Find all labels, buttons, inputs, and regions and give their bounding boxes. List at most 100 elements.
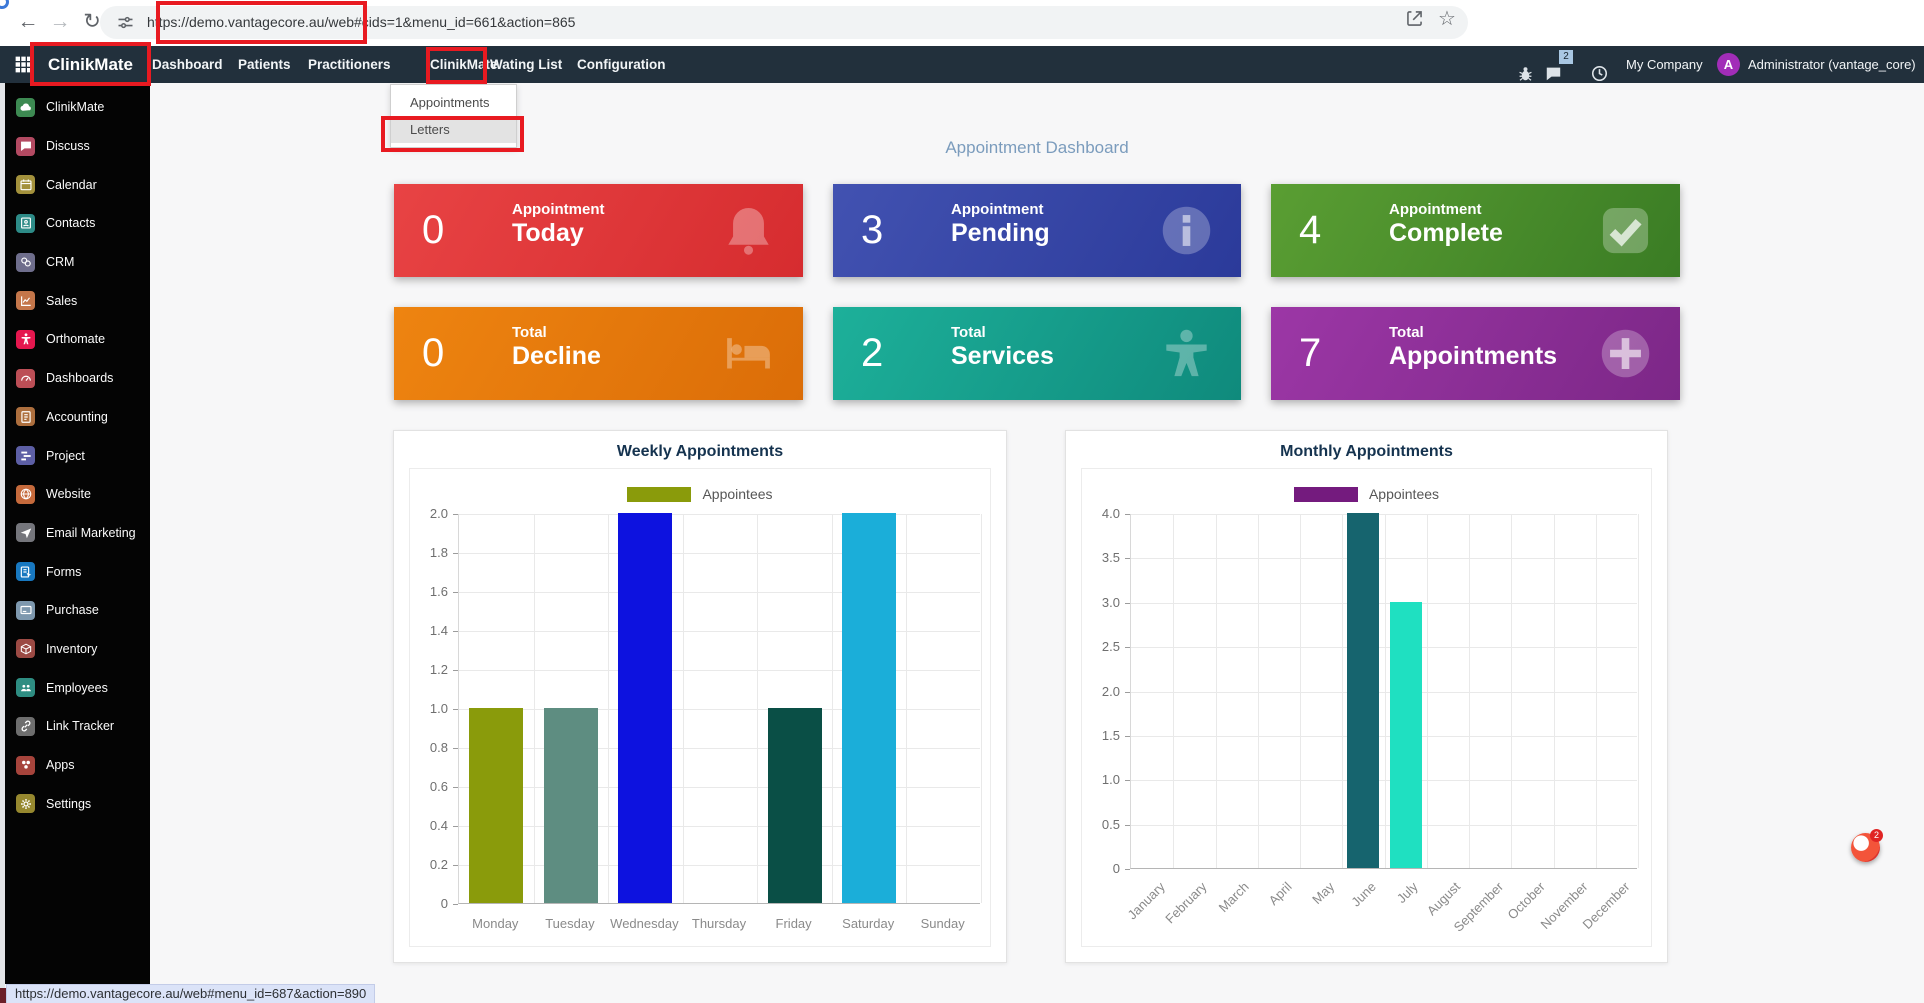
sidebar-item-label: Orthomate xyxy=(46,332,106,347)
apps-grid-icon[interactable] xyxy=(13,54,34,75)
sidebar-item-label: Project xyxy=(46,448,85,463)
sidebar-item-link-tracker[interactable]: Link Tracker xyxy=(5,707,150,746)
chat-bubble-icon xyxy=(16,136,35,156)
y-axis-tick-label: 0.4 xyxy=(429,818,448,833)
stat-card-complete[interactable]: 4 Appointment Complete xyxy=(1271,184,1680,277)
dropdown-item-appointments[interactable]: Appointments xyxy=(410,95,490,110)
address-book-icon xyxy=(16,213,35,233)
stat-card-pending[interactable]: 3 Appointment Pending xyxy=(833,184,1241,277)
y-axis-tick-label: 1.2 xyxy=(429,662,448,677)
sidebar-item-contacts[interactable]: Contacts xyxy=(5,204,150,243)
debug-bug-icon[interactable] xyxy=(1516,55,1535,92)
sidebar-item-project[interactable]: Project xyxy=(5,436,150,475)
sidebar-item-label: Link Tracker xyxy=(46,719,115,734)
stat-card-today[interactable]: 0 Appointment Today xyxy=(394,184,803,277)
sidebar-item-accounting[interactable]: Accounting xyxy=(5,398,150,437)
grid-line xyxy=(906,514,907,903)
sidebar-item-sales[interactable]: Sales xyxy=(5,281,150,320)
stat-value: 0 xyxy=(422,208,445,252)
calendar-icon xyxy=(16,175,35,195)
sidebar-item-orthomate[interactable]: Orthomate xyxy=(5,320,150,359)
brand-title[interactable]: ClinikMate xyxy=(48,55,134,74)
grid-line xyxy=(1216,514,1217,868)
stat-label-small: Total xyxy=(512,324,547,341)
y-axis-tick-label: 0.5 xyxy=(1101,816,1120,832)
stat-card-services[interactable]: 2 Total Services xyxy=(833,307,1241,400)
nav-item-clinikmate[interactable]: ClinikMate xyxy=(430,57,498,72)
url-text[interactable]: https://demo.vantagecore.au/web#cids=1&m… xyxy=(147,14,576,30)
nav-item-practitioners[interactable]: Practitioners xyxy=(308,57,391,72)
grid-line xyxy=(459,826,980,827)
sidebar-item-forms[interactable]: Forms xyxy=(5,552,150,591)
browser-reload-button[interactable]: ↻ xyxy=(83,10,101,33)
stat-label-small: Appointment xyxy=(512,201,605,218)
chat-bubble-icon xyxy=(20,141,31,151)
bookmark-star-icon[interactable]: ☆ xyxy=(1438,8,1456,30)
grid-line xyxy=(1385,514,1386,868)
stat-label-big: Decline xyxy=(512,342,601,370)
site-settings-icon[interactable] xyxy=(115,12,136,33)
nav-item-wating-list[interactable]: Wating List xyxy=(490,57,563,72)
nav-item-patients[interactable]: Patients xyxy=(238,57,291,72)
sidebar-item-label: Forms xyxy=(46,564,82,579)
dropdown-item-letters[interactable]: Letters xyxy=(391,116,516,143)
grid-line xyxy=(459,787,980,788)
sidebar-item-discuss[interactable]: Discuss xyxy=(5,127,150,166)
y-axis-tick-label: 1.5 xyxy=(1101,727,1120,743)
sidebar-item-apps[interactable]: Apps xyxy=(5,746,150,785)
sidebar-item-dashboards[interactable]: Dashboards xyxy=(5,359,150,398)
y-axis-tick-label: 1.8 xyxy=(429,545,448,560)
grid-line xyxy=(1131,602,1637,604)
stat-label-small: Total xyxy=(1389,324,1424,341)
grid-line xyxy=(981,514,982,903)
legend-label: Appointees xyxy=(702,486,773,502)
stat-card-decline[interactable]: 0 Total Decline xyxy=(394,307,803,400)
url-bar[interactable]: https://demo.vantagecore.au/web#cids=1&m… xyxy=(100,6,1468,39)
y-axis-tick-label: 1.4 xyxy=(429,623,448,638)
bell-icon xyxy=(728,207,769,255)
company-menu[interactable]: My Company xyxy=(1626,57,1703,72)
user-menu[interactable]: Administrator (vantage_core) xyxy=(1748,57,1916,72)
apps-sidebar: ClinikMate Discuss Calendar Contacts CRM Sale… xyxy=(5,83,150,984)
sidebar-item-label: Settings xyxy=(46,796,92,811)
grid-line xyxy=(459,514,980,515)
sidebar-item-clinikmate[interactable]: ClinikMate xyxy=(5,88,150,127)
browser-forward-button[interactable]: → xyxy=(49,10,71,33)
x-axis-label: Tuesday xyxy=(545,916,595,931)
grid-line xyxy=(1554,514,1555,868)
grid-line xyxy=(1131,691,1637,693)
support-chat-widget[interactable]: 2 xyxy=(1851,829,1883,862)
y-axis-tick-label: 2.0 xyxy=(429,506,448,521)
sidebar-item-calendar[interactable]: Calendar xyxy=(5,165,150,204)
nav-item-dashboard[interactable]: Dashboard xyxy=(152,57,223,72)
stat-card-appointments[interactable]: 7 Total Appointments xyxy=(1271,307,1680,400)
sidebar-item-inventory[interactable]: Inventory xyxy=(5,630,150,669)
grid-line xyxy=(459,865,980,866)
sidebar-item-label: Purchase xyxy=(46,603,99,618)
sidebar-item-website[interactable]: Website xyxy=(5,475,150,514)
sidebar-item-purchase[interactable]: Purchase xyxy=(5,591,150,630)
x-axis-label: June xyxy=(1348,879,1379,910)
y-axis-tick-label: 0.2 xyxy=(429,857,448,872)
sidebar-item-crm[interactable]: CRM xyxy=(5,243,150,282)
user-avatar[interactable]: A xyxy=(1717,53,1740,76)
grid-line xyxy=(459,553,980,554)
activities-clock-icon[interactable] xyxy=(1590,55,1609,92)
person-icon xyxy=(21,333,30,345)
sidebar-item-employees[interactable]: Employees xyxy=(5,668,150,707)
stat-value: 4 xyxy=(1299,208,1322,252)
link-icon xyxy=(16,716,35,736)
grid-line xyxy=(1427,514,1428,868)
nav-item-configuration[interactable]: Configuration xyxy=(577,57,666,72)
browser-back-button[interactable]: ← xyxy=(17,10,39,33)
sidebar-item-settings[interactable]: Settings xyxy=(5,784,150,823)
sidebar-item-email-marketing[interactable]: Email Marketing xyxy=(5,514,150,553)
stat-value: 7 xyxy=(1299,331,1322,375)
share-icon[interactable] xyxy=(1404,8,1425,29)
crm-rings-icon xyxy=(16,252,35,272)
messages-icon[interactable] xyxy=(1544,55,1563,92)
chart-panel-monthly-appointments: Monthly Appointments Appointees 0 0.5 1.0 1.5… xyxy=(1065,430,1668,963)
link-icon xyxy=(21,720,30,732)
x-axis-label: Wednesday xyxy=(610,916,679,931)
x-axis-label: Sunday xyxy=(920,916,965,931)
